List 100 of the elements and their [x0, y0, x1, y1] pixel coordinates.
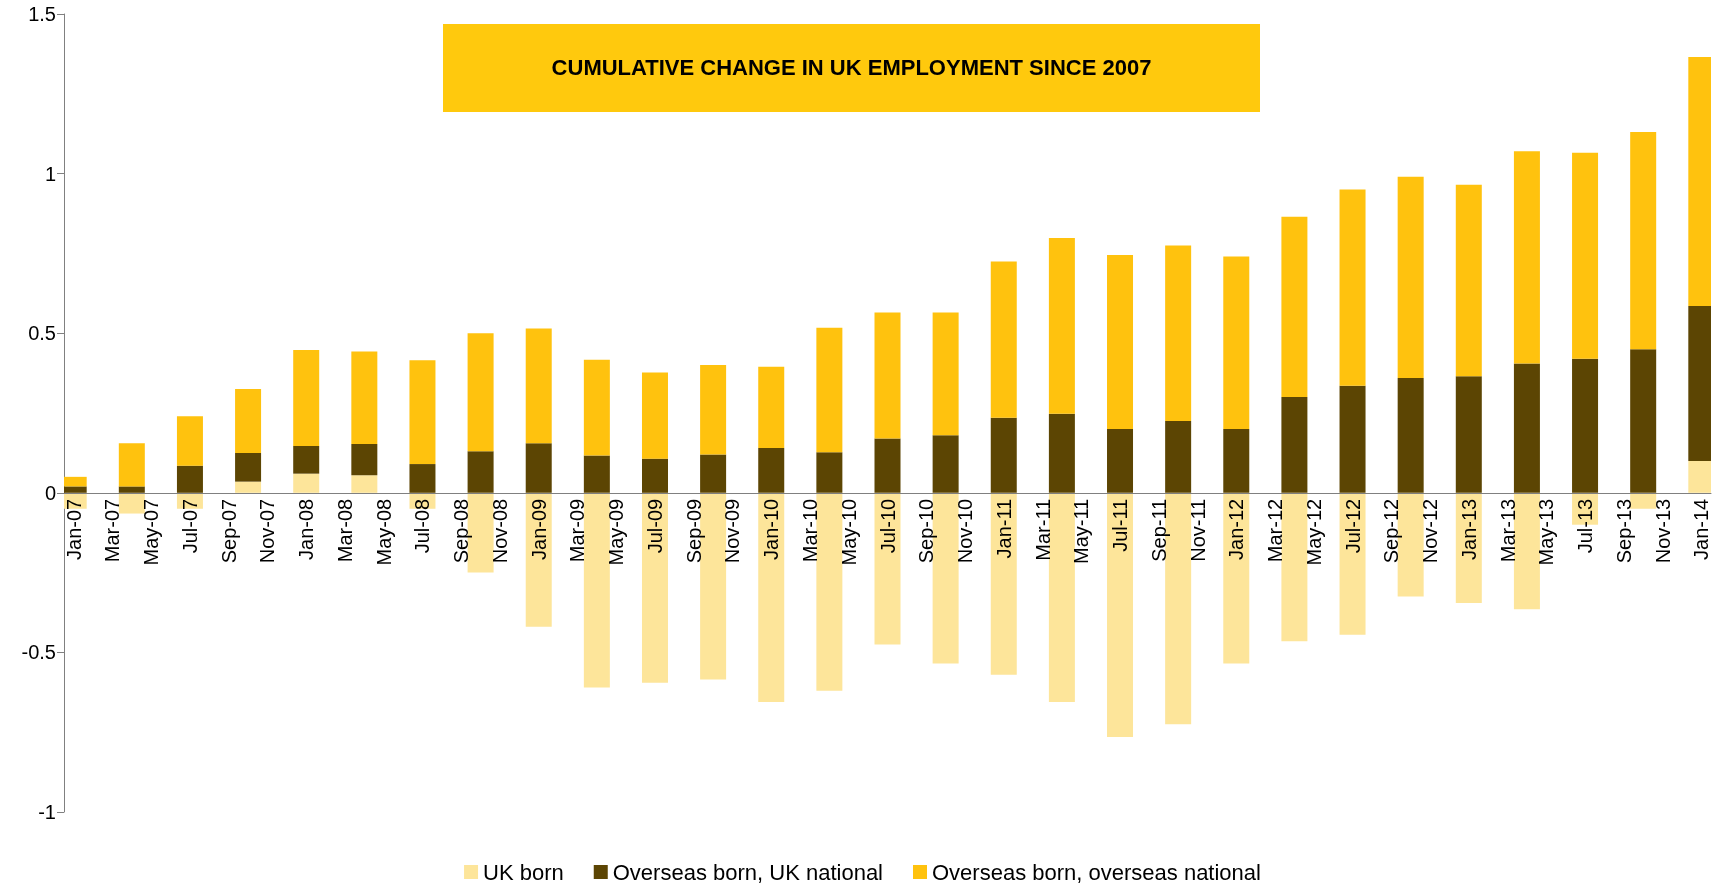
x-tick-label: Jan-10 [760, 498, 783, 560]
bar [990, 492, 1017, 675]
bar [641, 458, 668, 493]
x-tick-label: Jan-11 [992, 498, 1015, 559]
bar [409, 464, 436, 493]
x-tick-label: Sep-10 [915, 498, 938, 564]
y-tick-label: 1 [44, 162, 56, 185]
x-tick-label: May-07 [140, 498, 163, 566]
y-tick-label: -0.5 [21, 641, 56, 664]
x-tick-label: Jan-09 [527, 498, 550, 560]
bar [1397, 176, 1424, 378]
bar [351, 475, 378, 493]
x-tick-label: Jan-13 [1457, 498, 1480, 560]
bar [990, 261, 1017, 418]
x-tick-label: Mar-12 [1264, 498, 1287, 563]
bar [700, 454, 727, 493]
bar [525, 328, 552, 444]
bar [1513, 492, 1540, 610]
bar [467, 333, 494, 452]
bar [1165, 420, 1192, 493]
bar [1223, 256, 1250, 429]
bar [641, 372, 668, 459]
bar [351, 351, 378, 444]
bar [1339, 189, 1366, 386]
x-tick-label: Jan-14 [1690, 498, 1713, 560]
legend-label: Overseas born, overseas national [932, 859, 1261, 885]
bar [1572, 358, 1599, 493]
x-tick-label: Jul-07 [178, 498, 201, 554]
bar [758, 448, 785, 493]
x-tick-label: Nov-08 [488, 498, 511, 564]
bar [932, 435, 959, 493]
x-tick-label: Jul-10 [876, 498, 899, 554]
x-tick-label: Sep-11 [1147, 498, 1170, 562]
bar [293, 445, 320, 474]
x-tick-label: Nov-07 [256, 498, 279, 564]
bar [235, 481, 262, 493]
x-tick-label: Jul-08 [411, 498, 434, 554]
x-tick-label: May-11 [1070, 498, 1093, 565]
bar [1107, 255, 1134, 429]
bar [118, 443, 145, 487]
x-tick-label: Mar-11 [1031, 498, 1054, 561]
bar [118, 492, 145, 514]
title-banner: CUMULATIVE CHANGE IN UK EMPLOYMENT SINCE 2007 [443, 24, 1260, 112]
bar [1281, 492, 1308, 642]
bar [1048, 238, 1075, 414]
x-tick-label: May-08 [372, 498, 395, 566]
y-tick-label: 0.5 [28, 322, 56, 345]
bar [1397, 377, 1424, 493]
bar [758, 366, 785, 449]
bar [874, 312, 901, 439]
bar [1107, 428, 1134, 493]
bar [1513, 363, 1540, 493]
x-tick-label: Sep-07 [217, 498, 240, 564]
x-tick-label: Jul-11 [1109, 498, 1132, 552]
x-tick-label: Sep-12 [1380, 498, 1403, 564]
x-tick-label: Sep-08 [450, 498, 473, 564]
x-tick-label: May-10 [837, 498, 860, 566]
legend-label: Overseas born, UK national [612, 859, 884, 885]
bar [1281, 216, 1308, 398]
bar [1339, 492, 1366, 635]
x-tick-label: Sep-13 [1612, 498, 1635, 564]
bar [583, 455, 610, 493]
x-tick-label: Mar-09 [566, 498, 589, 563]
bar [1223, 492, 1250, 664]
bar [235, 389, 262, 453]
bar [176, 465, 203, 493]
x-tick-label: Mar-08 [333, 498, 356, 563]
bar [874, 492, 901, 645]
bar [409, 360, 436, 465]
bar [1048, 413, 1075, 493]
bar [1455, 376, 1482, 493]
x-tick-label: Jul-13 [1574, 498, 1597, 554]
x-tick-label: May-09 [605, 498, 628, 566]
x-tick-label: Sep-09 [682, 498, 705, 564]
x-tick-label: Mar-10 [798, 498, 821, 563]
bar [874, 438, 901, 493]
x-tick-label: Nov-13 [1651, 498, 1674, 564]
x-tick-label: Jul-12 [1341, 498, 1364, 554]
y-tick-label: -1 [38, 801, 56, 823]
legend-label: UK born [483, 859, 564, 885]
y-tick-label: 0 [44, 481, 56, 504]
x-tick-label: May-13 [1535, 498, 1558, 566]
bar [1572, 152, 1599, 359]
bar [1107, 492, 1134, 737]
bar [1630, 132, 1657, 350]
bar [235, 452, 262, 482]
bar [583, 492, 610, 688]
bar [1223, 428, 1250, 493]
bar [1630, 349, 1657, 493]
x-tick-label: Nov-12 [1419, 498, 1442, 564]
x-tick-label: Nov-09 [721, 498, 744, 564]
bar [1455, 184, 1482, 377]
x-tick-label: Mar-13 [1496, 498, 1519, 563]
bar [351, 443, 378, 476]
bar [1048, 492, 1075, 702]
bar [816, 492, 843, 691]
bar [1281, 397, 1308, 493]
bar [816, 327, 843, 453]
x-tick-label: Jan-12 [1225, 498, 1248, 560]
x-tick-label: Jul-09 [643, 498, 666, 554]
